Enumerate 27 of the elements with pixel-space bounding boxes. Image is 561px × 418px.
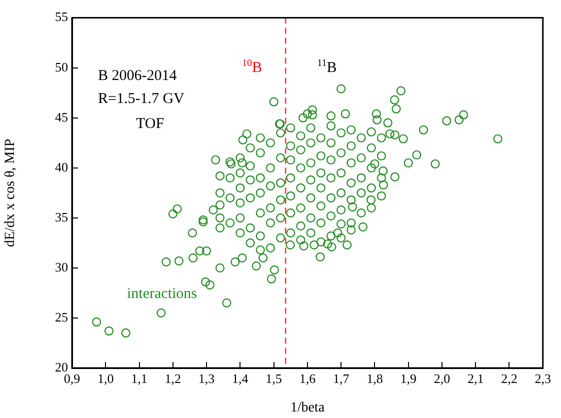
x-tick-label: 2,3 bbox=[534, 371, 551, 386]
annotation: B 2006-2014 bbox=[98, 68, 178, 84]
x-tick-label: 1,1 bbox=[131, 371, 148, 386]
y-tick-label: 40 bbox=[55, 159, 68, 174]
x-tick-label: 2,0 bbox=[434, 371, 450, 386]
x-tick-label: 1,0 bbox=[98, 371, 114, 386]
x-axis-title: 1/beta bbox=[290, 400, 326, 416]
y-tick-label: 45 bbox=[55, 109, 68, 124]
x-tick-label: 1,7 bbox=[332, 371, 350, 386]
y-tick-label: 55 bbox=[55, 9, 68, 24]
x-tick-label: 2,2 bbox=[501, 371, 518, 386]
x-tick-label: 1,3 bbox=[198, 371, 215, 386]
y-tick-label: 50 bbox=[55, 59, 68, 74]
y-axis-title: dE/dx x cos θ, MIP bbox=[3, 138, 18, 248]
x-tick-label: 1,4 bbox=[232, 371, 249, 386]
x-tick-label: 2,1 bbox=[467, 371, 484, 386]
x-tick-label: 1,2 bbox=[164, 371, 182, 386]
y-tick-label: 30 bbox=[55, 259, 68, 274]
annotation: interactions bbox=[127, 286, 198, 302]
y-tick-label: 35 bbox=[55, 209, 68, 224]
x-tick-label: 1,8 bbox=[366, 371, 383, 386]
annotation: R=1.5-1.7 GV bbox=[98, 91, 185, 107]
x-tick-label: 1,9 bbox=[400, 371, 416, 386]
x-tick-label: 1,6 bbox=[299, 371, 316, 386]
annotation: TOF bbox=[136, 116, 164, 132]
x-tick-label: 1,5 bbox=[266, 371, 282, 386]
y-tick-label: 25 bbox=[55, 309, 68, 324]
